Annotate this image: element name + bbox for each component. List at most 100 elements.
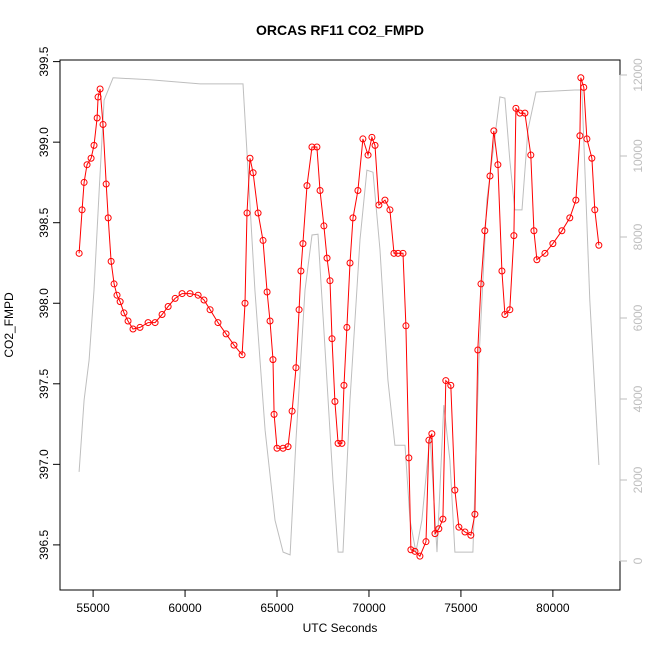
data-point [549, 240, 557, 248]
data-point [572, 196, 580, 204]
data-point [80, 178, 88, 186]
data-point [107, 257, 115, 265]
data-point [292, 364, 300, 372]
data-point [486, 172, 494, 180]
y-tick-label: 397.5 [37, 368, 51, 398]
data-point [266, 317, 274, 325]
data-point [390, 249, 398, 257]
data-point [299, 240, 307, 248]
data-point [110, 280, 118, 288]
y2-tick-label: 12000 [631, 58, 645, 92]
y2-tick-label: 6000 [631, 304, 645, 331]
y2-tick-label: 4000 [631, 385, 645, 412]
data-point [451, 486, 459, 494]
data-point [164, 302, 172, 310]
data-point [87, 154, 95, 162]
data-point [288, 407, 296, 415]
data-point [129, 325, 137, 333]
data-point [474, 346, 482, 354]
data-point [405, 454, 413, 462]
data-point [566, 214, 574, 222]
data-point [490, 127, 498, 135]
data-point [83, 161, 91, 169]
data-point [96, 85, 104, 93]
x-tick-label: 60000 [168, 601, 202, 615]
data-point [331, 398, 339, 406]
y-tick-label: 396.5 [37, 530, 51, 560]
data-point [238, 351, 246, 359]
data-point [200, 296, 208, 304]
data-point [230, 341, 238, 349]
data-point [243, 209, 251, 217]
y-tick-label: 399.5 [37, 46, 51, 76]
data-point [442, 377, 450, 385]
data-point [512, 104, 520, 112]
data-point [407, 546, 415, 554]
data-point [93, 114, 101, 122]
data-point [338, 439, 346, 447]
data-point [75, 249, 83, 257]
data-point [104, 214, 112, 222]
data-point [431, 530, 439, 538]
data-point [530, 227, 538, 235]
data-point [178, 290, 186, 298]
data-point [270, 410, 278, 418]
data-point [494, 161, 502, 169]
x-tick-label: 55000 [76, 601, 110, 615]
data-point [481, 227, 489, 235]
data-point [501, 311, 509, 319]
data-point [328, 335, 336, 343]
data-point [354, 186, 362, 194]
data-point [297, 267, 305, 275]
data-point [334, 439, 342, 447]
chart-title: ORCAS RF11 CO2_FMPD [256, 22, 424, 38]
data-point [527, 151, 535, 159]
series-line [78, 77, 600, 556]
data-point [340, 381, 348, 389]
x-tick-label: 75000 [444, 601, 478, 615]
data-point [158, 311, 166, 319]
y2-tick-label: 2000 [631, 466, 645, 493]
data-point [455, 523, 463, 531]
data-point [136, 323, 144, 331]
data-point [580, 83, 588, 91]
data-point [279, 444, 287, 452]
data-point [316, 186, 324, 194]
data-point [90, 141, 98, 149]
data-point [506, 306, 514, 314]
data-point [206, 306, 214, 314]
y2-tick-label: 0 [631, 557, 645, 564]
data-point [583, 135, 591, 143]
data-point [498, 267, 506, 275]
data-point [394, 249, 402, 257]
data-point [259, 236, 267, 244]
data-point [99, 120, 107, 128]
data-point [371, 141, 379, 149]
data-point [241, 299, 249, 307]
x-tick-label: 80000 [536, 601, 570, 615]
data-point [576, 132, 584, 140]
data-point [591, 206, 599, 214]
data-point [595, 241, 603, 249]
x-axis-label: UTC Seconds [303, 621, 378, 635]
data-point [303, 182, 311, 190]
data-point [263, 288, 271, 296]
data-point [323, 254, 331, 262]
data-point [102, 180, 110, 188]
data-point [308, 143, 316, 151]
y2-tick-label: 8000 [631, 223, 645, 250]
y-axis-label: CO2_FMPD [2, 292, 16, 358]
data-point [428, 430, 436, 438]
data-point [249, 169, 257, 177]
data-point [171, 294, 179, 302]
data-point [113, 291, 121, 299]
data-point [510, 232, 518, 240]
data-point [320, 222, 328, 230]
data-point [541, 249, 549, 257]
data-point [246, 154, 254, 162]
data-point [381, 196, 389, 204]
y-tick-label: 398.0 [37, 288, 51, 318]
data-point [461, 528, 469, 536]
data-point [313, 143, 321, 151]
